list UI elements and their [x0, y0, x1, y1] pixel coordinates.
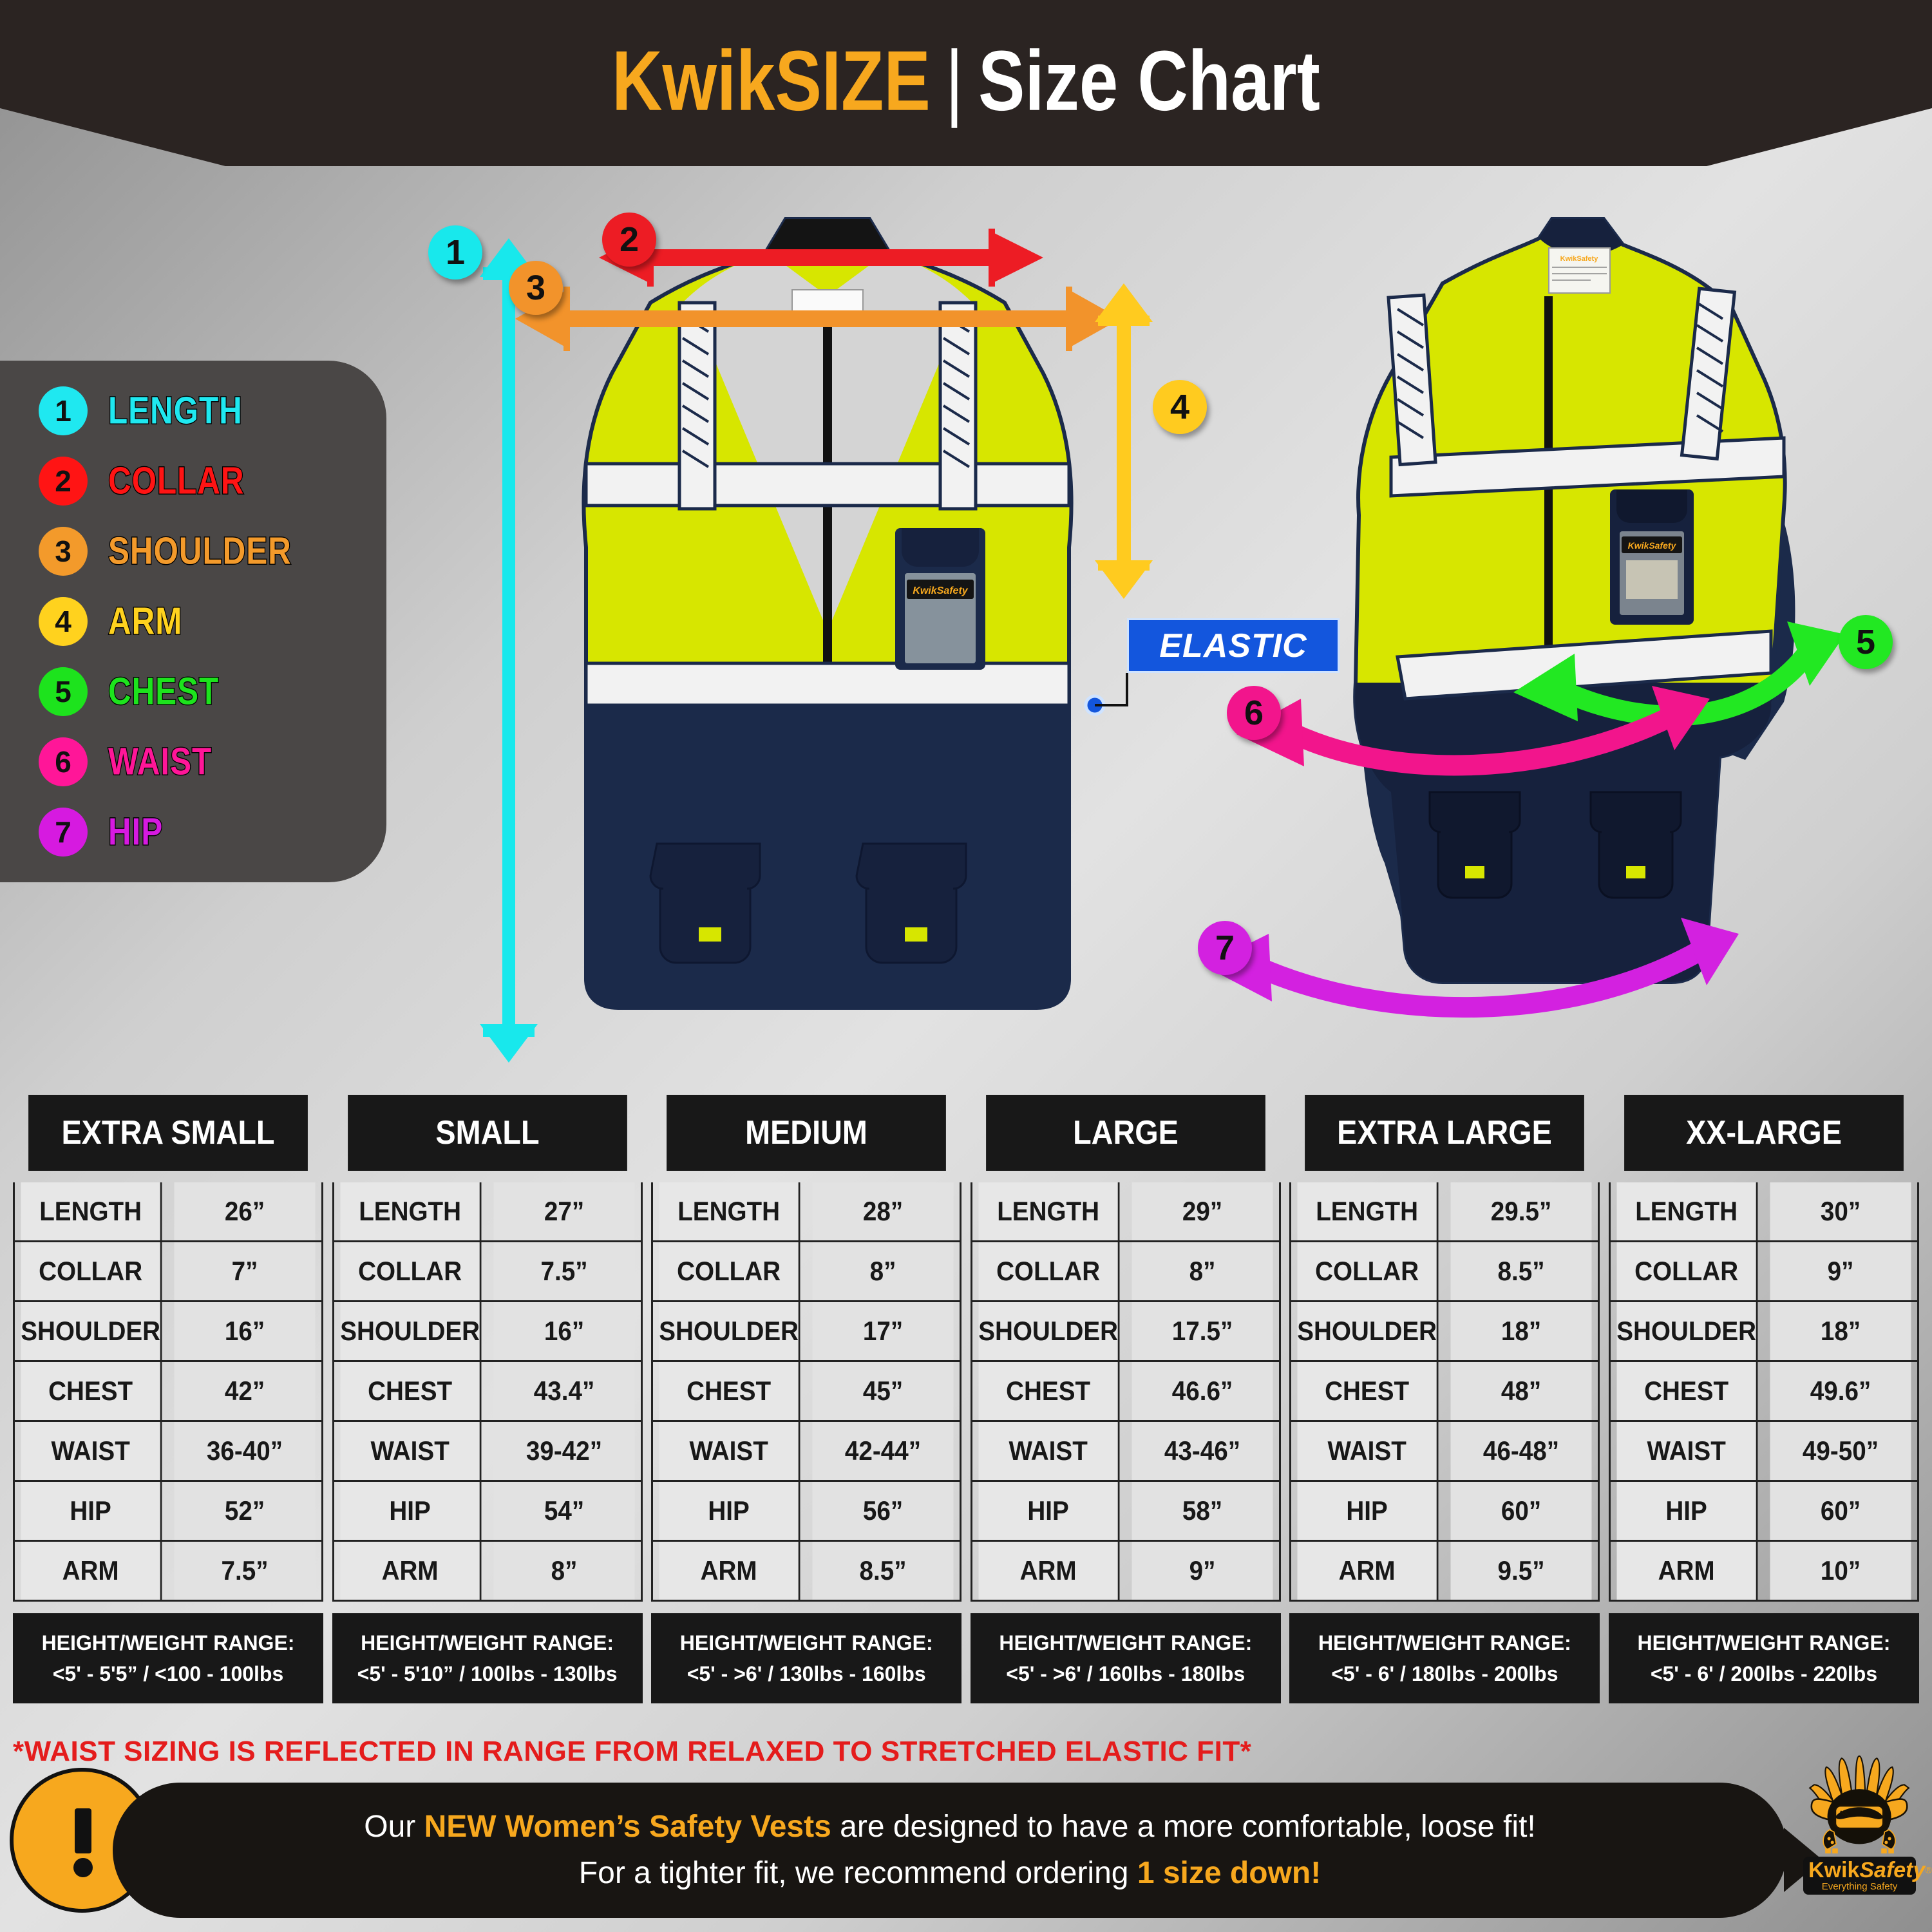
svg-text:KwikSafety: KwikSafety — [1628, 540, 1677, 551]
svg-text:KwikSafety: KwikSafety — [1560, 255, 1599, 263]
svg-text:KwikSafety: KwikSafety — [913, 585, 968, 596]
